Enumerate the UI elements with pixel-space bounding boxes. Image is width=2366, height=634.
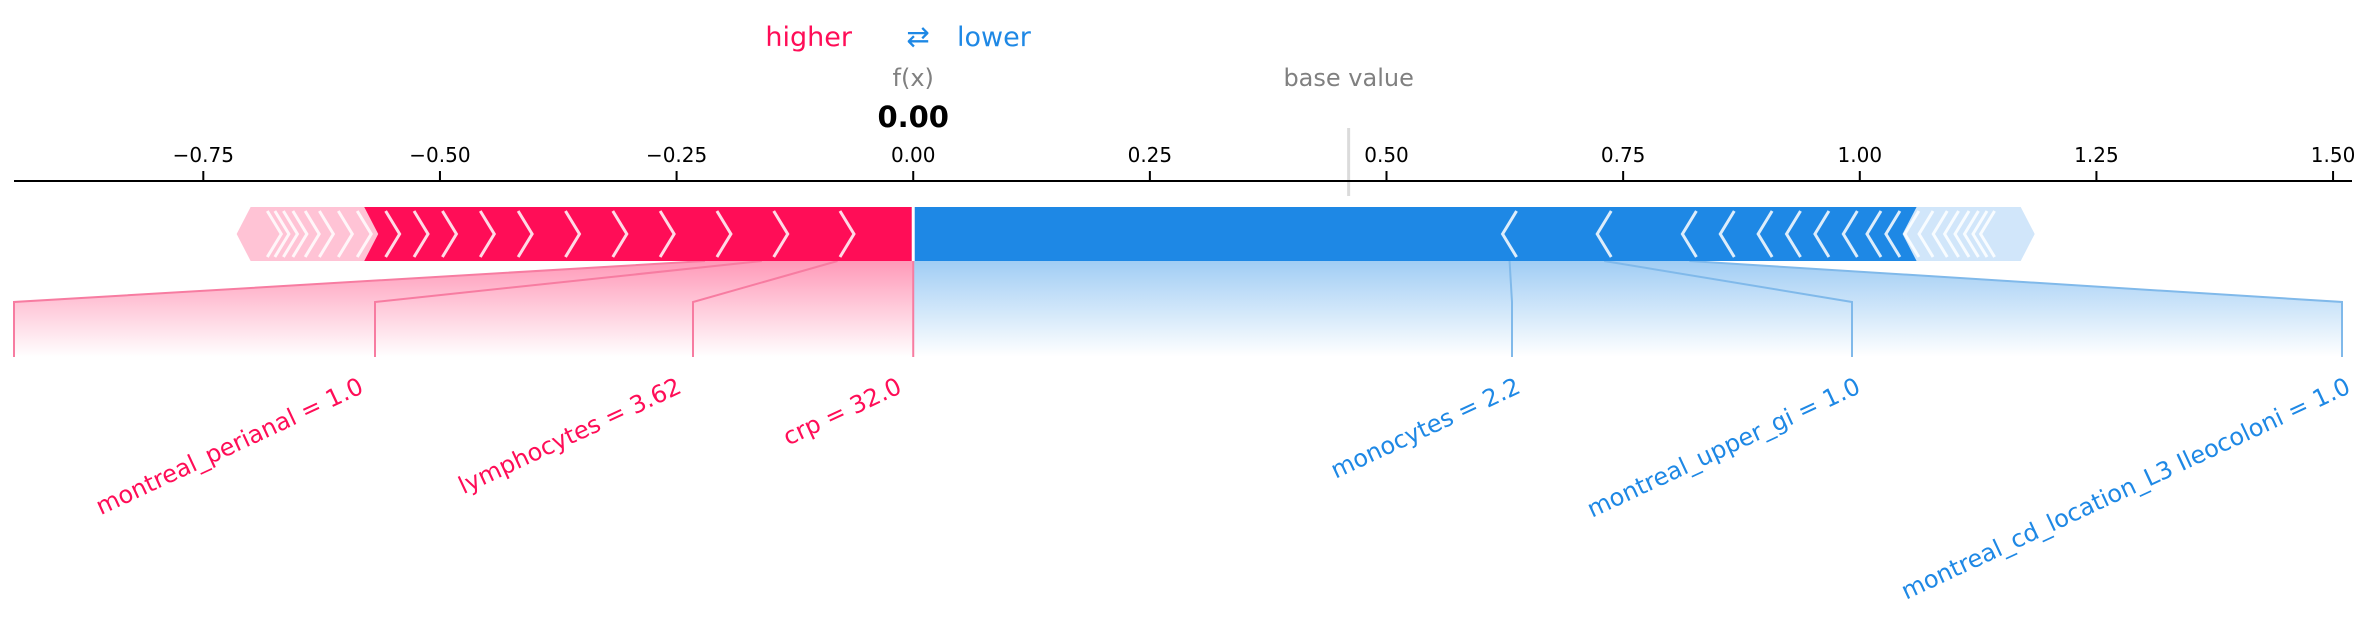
higher-feature-label: crp = 32.0: [779, 372, 906, 451]
lower-chevron: [1971, 210, 1989, 258]
x-tick-label: 1.00: [1838, 143, 1883, 167]
lower-chevron: [1962, 210, 1980, 258]
higher-chevron: [611, 210, 629, 258]
lower-chevron: [1865, 210, 1883, 258]
lower-connector-line: [1689, 260, 2343, 357]
lower-chevron: [1942, 210, 1960, 258]
higher-chevron: [337, 210, 355, 258]
legend-lower-label: lower: [957, 22, 1032, 53]
lower-chevron: [1953, 210, 1971, 258]
lower-chevron: [1884, 210, 1902, 258]
lower-chevron: [1813, 210, 1831, 258]
base-value-label: base value: [1283, 64, 1413, 92]
lower-connector-line: [1604, 260, 1853, 357]
lower-feature-fill: [1509, 261, 1852, 357]
higher-feature-fill: [14, 261, 762, 357]
feature-fills: [14, 261, 2342, 357]
x-axis-ticks: −0.75 −0.50 −0.25 0.00 0.25 0.50 0.75 1.00 1.25 1…: [173, 143, 2356, 181]
x-tick-label: 0.00: [891, 143, 936, 167]
higher-feature-fill: [375, 261, 838, 357]
higher-chevron: [516, 210, 534, 258]
x-tick-label: −0.50: [409, 143, 470, 167]
higher-chevron: [772, 210, 790, 258]
lower-chevron: [1841, 210, 1859, 258]
legend-arrow-icon: ⇄: [906, 20, 929, 53]
lower-chevron: [1784, 210, 1802, 258]
higher-chevron: [303, 210, 321, 258]
feature-connectors: [13, 260, 2343, 357]
higher-chevron: [564, 210, 582, 258]
higher-connector-line: [13, 260, 706, 357]
x-tick-label: −0.75: [173, 143, 234, 167]
higher-chevron: [412, 210, 430, 258]
higher-chevron: [441, 210, 459, 258]
fx-label: f(x): [893, 64, 934, 92]
higher-chevron: [273, 210, 291, 258]
lower-bar-segment: [913, 207, 1917, 261]
x-tick-label: 0.50: [1364, 143, 1409, 167]
lower-chevron: [1903, 210, 1921, 258]
legend-higher-label: higher: [765, 22, 852, 53]
x-tick-label: −0.25: [646, 143, 707, 167]
higher-bar-segment: [364, 207, 914, 261]
x-tick-label: 0.75: [1601, 143, 1646, 167]
higher-chevron: [478, 210, 497, 258]
lower-chevron: [1680, 210, 1698, 258]
lower-chevron: [1500, 210, 1518, 258]
lower-feature-label: montreal_cd_location_L3 Ileocoloni = 1.0: [1897, 372, 2355, 605]
higher-feature-label: lymphocytes = 3.62: [454, 372, 685, 500]
higher-chevron: [384, 210, 402, 258]
lower-chevron: [1917, 210, 1935, 258]
x-tick-label: 1.25: [2074, 143, 2119, 167]
lower-chevron: [1595, 210, 1613, 258]
higher-chevron: [282, 210, 300, 258]
feature-labels: crp = 32.0 lymphocytes = 3.62 montreal_per…: [91, 372, 2354, 605]
higher-chevron: [838, 210, 856, 258]
higher-chevron: [355, 210, 373, 258]
x-tick-label: 0.25: [1128, 143, 1173, 167]
higher-chevron: [658, 210, 676, 258]
higher-connector-line: [374, 260, 762, 357]
lower-feature-fill: [913, 261, 1512, 357]
x-tick-label: 1.50: [2311, 143, 2356, 167]
lower-chevron: [1718, 210, 1736, 258]
higher-chevron: [318, 210, 336, 258]
higher-chevron: [291, 210, 309, 258]
higher-chevron: [715, 210, 733, 258]
lower-feature-label: monocytes = 2.2: [1326, 372, 1524, 484]
force-bar: [236, 207, 2035, 261]
higher-connector-line: [692, 260, 838, 357]
lower-feature-label: montreal_upper_gi = 1.0: [1583, 372, 1865, 523]
higher-chevron: [266, 210, 284, 258]
lower-feature-fill: [1604, 261, 2342, 357]
lower-chevron: [1978, 210, 1996, 258]
higher-feature-fill: [693, 261, 914, 357]
lower-chevron: [1756, 210, 1774, 258]
higher-feature-label: montreal_perianal = 1.0: [91, 372, 367, 521]
lower-connector-line: [1508, 260, 1513, 357]
fx-value: 0.00: [877, 100, 949, 134]
lower-chevron: [1931, 210, 1949, 258]
